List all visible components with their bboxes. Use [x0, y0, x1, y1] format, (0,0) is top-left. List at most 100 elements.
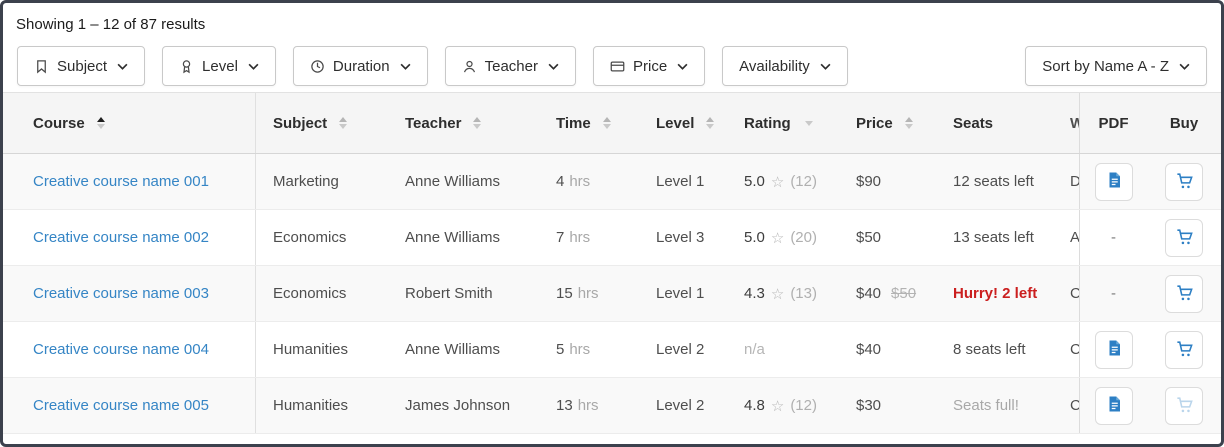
sort-asc-active-icon [96, 117, 105, 129]
table-row: Creative course name 001 Marketing Anne … [3, 154, 1221, 210]
column-header-seats: Seats [953, 114, 994, 132]
course-link[interactable]: Creative course name 002 [33, 229, 209, 246]
column-header-course[interactable]: Course [3, 93, 256, 153]
buy-cell [1147, 154, 1221, 209]
buy-cell [1147, 378, 1221, 433]
buy-cart-button[interactable] [1165, 162, 1203, 201]
teacher-cell: Robert Smith [405, 285, 493, 302]
pdf-cell: - [1079, 266, 1147, 321]
shopping-cart-icon [1175, 339, 1194, 361]
sort-both-icon [706, 117, 715, 129]
subject-cell: Marketing [273, 173, 339, 190]
level-cell: Level 1 [656, 285, 705, 302]
filter-bar: Subject Level Duration Teacher Price Ava… [17, 46, 1207, 86]
buy-cart-button[interactable] [1165, 330, 1203, 369]
time-cell: 13 hrs [556, 397, 599, 414]
course-cell: Creative course name 003 [3, 266, 256, 321]
course-link[interactable]: Creative course name 003 [33, 285, 209, 302]
column-header-clipped: W [1053, 93, 1079, 153]
filter-price-button[interactable]: Price [592, 46, 706, 86]
column-header-time[interactable]: Time [539, 93, 639, 153]
star-icon: ☆ [770, 173, 785, 191]
sort-both-icon [473, 117, 482, 129]
filter-label: Level [202, 57, 238, 75]
table-header-row: Course Subject Teacher Time Level Rating [3, 93, 1221, 154]
level-cell: Level 1 [656, 173, 705, 190]
price-cell: $50 [856, 229, 882, 246]
filter-teacher-button[interactable]: Teacher [444, 46, 576, 86]
sort-desc-icon [804, 120, 813, 126]
pdf-cell [1079, 378, 1147, 433]
rating-cell: n/a ☆ [744, 341, 765, 358]
pdf-dash: - [1111, 229, 1116, 246]
column-header-subject[interactable]: Subject [256, 93, 388, 153]
pdf-cell [1079, 322, 1147, 377]
column-header-level[interactable]: Level [639, 93, 727, 153]
subject-cell: Economics [273, 229, 347, 246]
seats-cell: 12 seats left [953, 173, 1034, 190]
buy-cart-button [1165, 386, 1203, 425]
course-cell: Creative course name 002 [3, 210, 256, 265]
file-document-icon [1105, 171, 1123, 192]
time-cell: 5 hrs [556, 341, 591, 358]
chevron-down-icon [400, 63, 411, 70]
table-row: Creative course name 002 Economics Anne … [3, 210, 1221, 266]
user-icon [462, 59, 477, 74]
price-cell: $90 [856, 173, 882, 190]
results-summary: Showing 1 – 12 of 87 results [16, 16, 206, 33]
chevron-down-icon [820, 63, 831, 70]
subject-cell: Humanities [273, 397, 349, 414]
sort-button[interactable]: Sort by Name A - Z [1025, 46, 1207, 86]
teacher-cell: Anne Williams [405, 229, 501, 246]
old-price: $50 [891, 285, 917, 302]
buy-cart-button[interactable] [1165, 274, 1203, 313]
file-document-icon [1105, 395, 1123, 416]
course-link[interactable]: Creative course name 005 [33, 397, 209, 414]
credit-card-icon [610, 59, 625, 74]
seats-cell: 8 seats left [953, 341, 1026, 358]
column-header-teacher[interactable]: Teacher [388, 93, 539, 153]
clipped-cell: C [1053, 378, 1079, 433]
shopping-cart-icon [1175, 395, 1194, 417]
column-header-buy: Buy [1169, 114, 1199, 132]
table-row: Creative course name 003 Economics Rober… [3, 266, 1221, 322]
filter-label: Duration [332, 57, 390, 75]
sort-both-icon [904, 117, 913, 129]
course-link[interactable]: Creative course name 004 [33, 341, 209, 358]
star-icon: ☆ [770, 397, 785, 415]
buy-cart-button[interactable] [1165, 218, 1203, 257]
filter-availability-button[interactable]: Availability [722, 46, 848, 86]
teacher-cell: James Johnson [405, 397, 511, 414]
clock-icon [310, 59, 325, 74]
subject-cell: Economics [273, 285, 347, 302]
sort-label: Sort by Name A - Z [1042, 57, 1169, 75]
filter-label: Subject [57, 57, 108, 75]
chevron-down-icon [117, 63, 128, 70]
course-link[interactable]: Creative course name 001 [33, 173, 209, 190]
chevron-down-icon [548, 63, 559, 70]
column-header-pdf: PDF [1079, 93, 1147, 153]
filter-level-button[interactable]: Level [162, 46, 276, 86]
course-cell: Creative course name 004 [3, 322, 256, 377]
pdf-dash: - [1111, 285, 1116, 302]
rating-cell: 5.0 ☆ (12) [744, 173, 817, 191]
time-cell: 4 hrs [556, 173, 591, 190]
course-cell: Creative course name 001 [3, 154, 256, 209]
pdf-button[interactable] [1094, 330, 1133, 369]
filter-subject-button[interactable]: Subject [17, 46, 146, 86]
table-row: Creative course name 004 Humanities Anne… [3, 322, 1221, 378]
filter-label: Availability [739, 57, 810, 75]
filter-duration-button[interactable]: Duration [292, 46, 428, 86]
pdf-button[interactable] [1094, 162, 1133, 201]
pdf-button[interactable] [1094, 386, 1133, 425]
star-icon: ☆ [770, 285, 785, 303]
shopping-cart-icon [1175, 227, 1194, 249]
level-cell: Level 2 [656, 397, 705, 414]
clipped-cell: C [1053, 266, 1079, 321]
column-header-price[interactable]: Price [839, 93, 936, 153]
column-header-rating[interactable]: Rating [727, 93, 839, 153]
teacher-cell: Anne Williams [405, 173, 501, 190]
price-cell: $40 [856, 341, 882, 358]
shopping-cart-icon [1175, 171, 1194, 193]
price-cell: $30 [856, 397, 882, 414]
